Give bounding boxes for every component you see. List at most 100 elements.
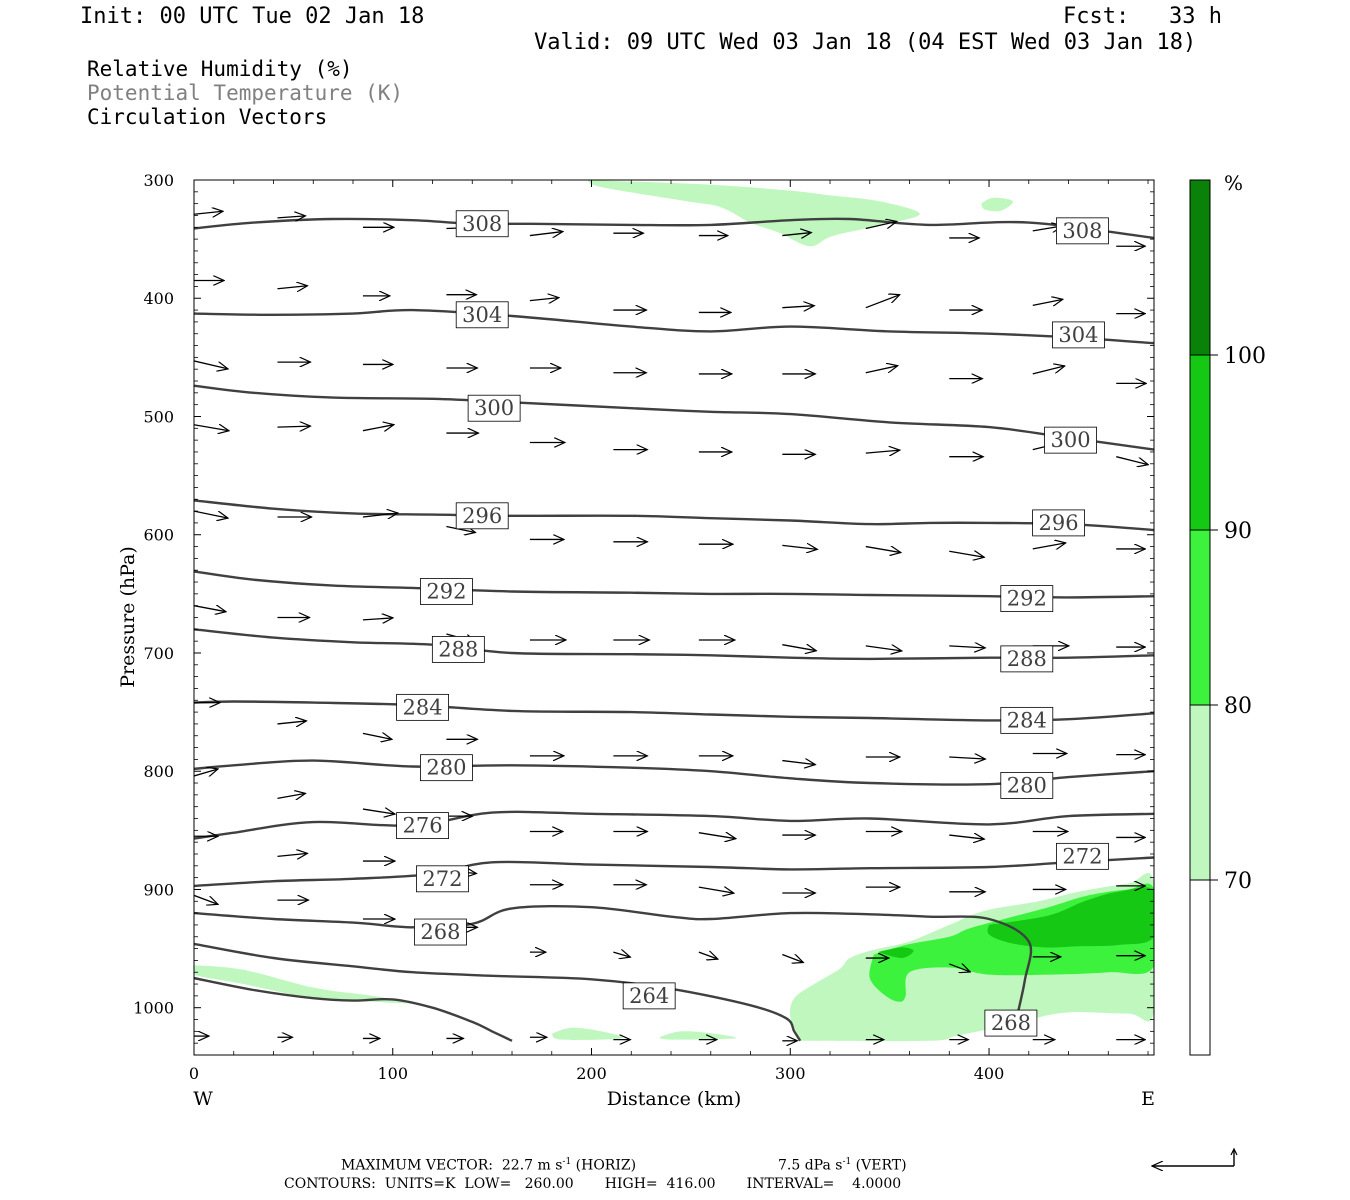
theta-contour-280 (194, 759, 1154, 786)
theta-label-280: 280 (426, 756, 466, 780)
theta-label-box (1044, 426, 1097, 454)
circulation-vector (194, 769, 218, 776)
theta-label-288: 288 (438, 637, 478, 661)
circulation-vector (865, 547, 901, 553)
circulation-vector (362, 733, 392, 739)
colorbar-frame (1189, 179, 1211, 1056)
rh-fill-layer (194, 180, 1154, 1042)
theta-contour-308 (194, 217, 1154, 240)
circulation-vector (698, 887, 734, 893)
theta-contour-268 (194, 905, 1033, 1026)
circulation-vector (194, 211, 223, 214)
circulation-vector (949, 551, 984, 557)
circulation-vector (865, 366, 898, 374)
circulation-vector (949, 835, 984, 839)
theta-label-264: 264 (629, 984, 669, 1008)
colorbar: 100 90 80 70% (1189, 171, 1266, 1056)
x-end-label-east: E (1141, 1088, 1155, 1110)
theta-contour-260 (194, 976, 513, 1042)
circulation-vector (949, 963, 970, 972)
circulation-vector (194, 425, 229, 431)
x-axis-label: Distance (km) (607, 1088, 742, 1110)
circulation-vector (194, 360, 228, 369)
theta-label-box (1000, 772, 1054, 799)
axis-layer: 300 400 500 600 700 800 900 1000 0 100 200 300 400 (133, 171, 1154, 1083)
theta-label-296: 296 (462, 504, 502, 528)
circulation-vector (362, 425, 394, 431)
circulation-vector (1032, 299, 1063, 305)
circulation-vector (277, 286, 307, 289)
theta-contour-292 (194, 570, 1154, 599)
theta-label-272: 272 (1062, 844, 1102, 868)
circulation-vector (782, 761, 815, 765)
colorbar-unit: % (1224, 171, 1243, 195)
valid-time: Valid: 09 UTC Wed 03 Jan 18 (04 EST Wed … (534, 30, 1197, 55)
theta-label-box (1000, 645, 1054, 673)
x-tick-label: 200 (576, 1064, 607, 1083)
circulation-vector (277, 216, 305, 218)
circulation-vector (698, 833, 736, 839)
theta-label-272: 272 (422, 867, 462, 891)
y-tick-label: 500 (143, 407, 174, 426)
theta-label-304: 304 (462, 303, 502, 327)
theta-label-box (1056, 217, 1109, 245)
contour-info: CONTOURS: UNITS=K LOW= 260.00 HIGH= 416.… (284, 1176, 902, 1192)
rh-region-90-8 (877, 947, 914, 959)
theta-label-box (467, 394, 521, 422)
circulation-vector (1032, 366, 1065, 375)
theta-label-box (396, 693, 449, 721)
theta-contour-264 (194, 942, 802, 1042)
rh-region-90-7 (987, 887, 1154, 948)
max-vector-vert: 7.5 dPa s-1 (VERT) (778, 1157, 907, 1174)
y-tick-label: 700 (143, 644, 174, 663)
theta-label-308: 308 (462, 212, 502, 236)
colorbar-segment (1190, 180, 1210, 355)
y-tick-label: 800 (143, 762, 174, 781)
theta-label-box (455, 210, 509, 238)
circulation-vector (613, 952, 630, 957)
theta-label-box (414, 918, 467, 946)
circulation-vector (362, 513, 398, 517)
circulation-vector (277, 426, 310, 427)
theta-label-284: 284 (403, 695, 443, 719)
circulation-vector (782, 953, 803, 962)
init-time: Init: 00 UTC Tue 02 Jan 18 (80, 4, 425, 29)
theta-contour-288 (194, 628, 1154, 661)
legend-rh: Relative Humidity (%) (87, 57, 353, 81)
theta-label-300: 300 (1050, 428, 1090, 452)
circulation-vector (362, 618, 393, 620)
circulation-vector (362, 809, 395, 814)
circulation-vector (277, 721, 306, 724)
circulation-vector (1032, 543, 1066, 549)
x-tick-label: 0 (189, 1064, 199, 1083)
theta-label-268: 268 (420, 920, 460, 944)
y-tick-label: 400 (143, 289, 174, 308)
theta-label-box (455, 301, 509, 329)
colorbar-label-90: 90 (1224, 519, 1252, 544)
circulation-vector (865, 450, 900, 453)
legend-theta: Potential Temperature (K) (87, 81, 404, 105)
theta-label-288: 288 (1007, 647, 1047, 671)
theta-label-284: 284 (1007, 708, 1047, 732)
theta-label-layer: 308 308 304 304 300 300 296 296 292 292 288 288 284 2… (396, 210, 1109, 1037)
y-tick-label: 900 (143, 880, 174, 899)
colorbar-segment (1190, 880, 1210, 1055)
circulation-vector (782, 545, 817, 549)
max-vector-horiz: MAXIMUM VECTOR: 22.7 m s-1 (HORIZ) (341, 1157, 637, 1174)
y-tick-label: 600 (143, 526, 174, 545)
colorbar-segment (1190, 705, 1210, 880)
circulation-vector (1116, 456, 1148, 465)
y-axis-label: Pressure (hPa) (117, 546, 139, 688)
theta-label-300: 300 (474, 396, 514, 420)
colorbar-label-70: 70 (1224, 869, 1252, 894)
theta-label-box (1032, 509, 1085, 537)
theta-label-308: 308 (1062, 219, 1102, 243)
theta-label-box (420, 578, 473, 605)
x-tick-label: 400 (974, 1064, 1005, 1083)
theta-contour-272 (194, 856, 1154, 888)
colorbar-segment (1190, 530, 1210, 705)
circulation-vector (277, 793, 305, 798)
x-tick-label: 300 (775, 1064, 806, 1083)
circulation-vector (698, 952, 718, 959)
